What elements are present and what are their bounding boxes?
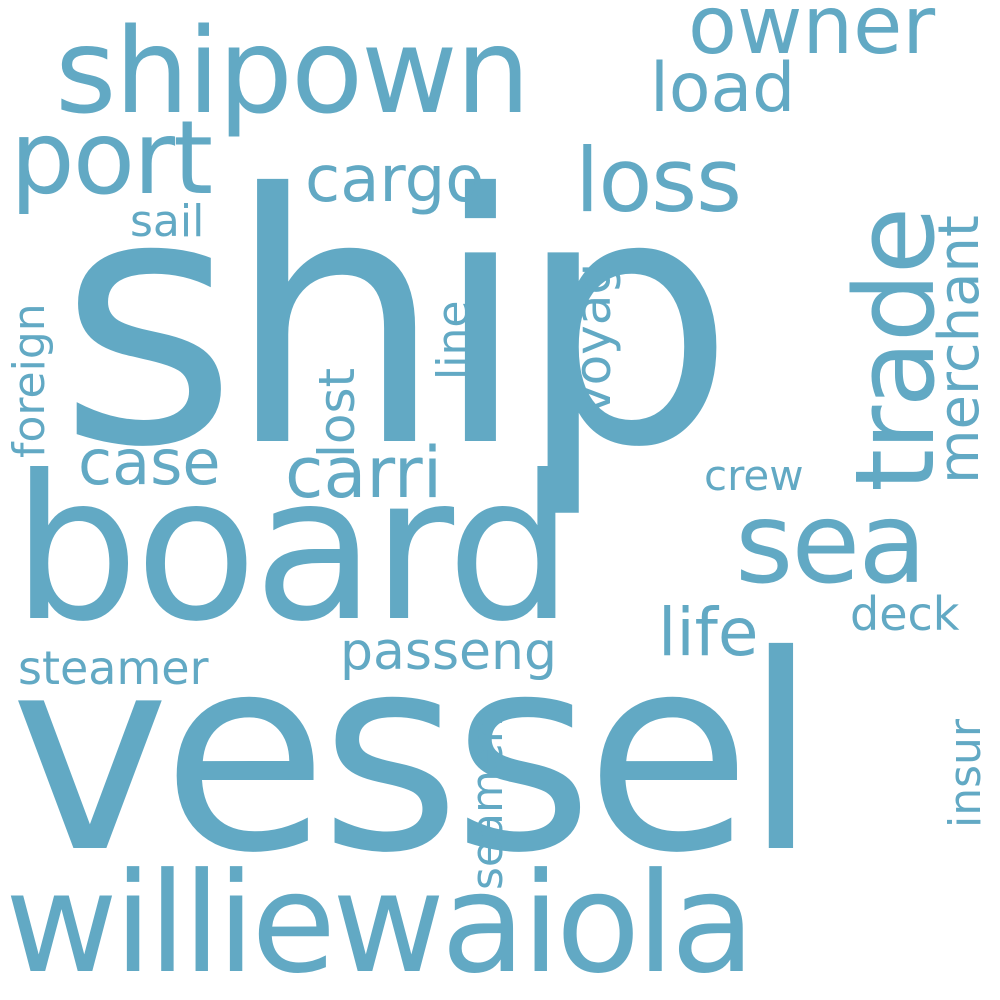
word-merchant: merchant [927,215,992,484]
word-sea: sea [735,479,927,609]
word-port: port [10,99,213,218]
word-line: line [428,300,479,380]
word-deck: deck [850,587,960,641]
word-crew: crew [704,451,804,500]
word-voyag: voyag [564,262,622,415]
word-insur: insur [940,718,991,828]
word-sail: sail [130,196,205,247]
word-steamer: steamer [18,641,209,695]
word-foreign: foreign [4,303,55,458]
word-seamen: seamen [462,715,513,890]
word-cargo: cargo [305,143,485,217]
word-carri: carri [285,432,443,514]
word-load: load [650,49,796,128]
word-case: case [78,426,221,499]
word-life: life [658,594,759,671]
word-owner: owner [688,0,936,72]
word-ship: ship [58,122,735,523]
word-shipown: shipown [55,2,530,140]
word-lost: lost [308,367,366,458]
word-williewaiola: williewaiola [5,843,755,1000]
word-vessel: vessel [10,597,818,912]
word-passeng: passeng [340,622,558,682]
word-loss: loss [575,129,742,232]
word-board: board [12,433,574,666]
